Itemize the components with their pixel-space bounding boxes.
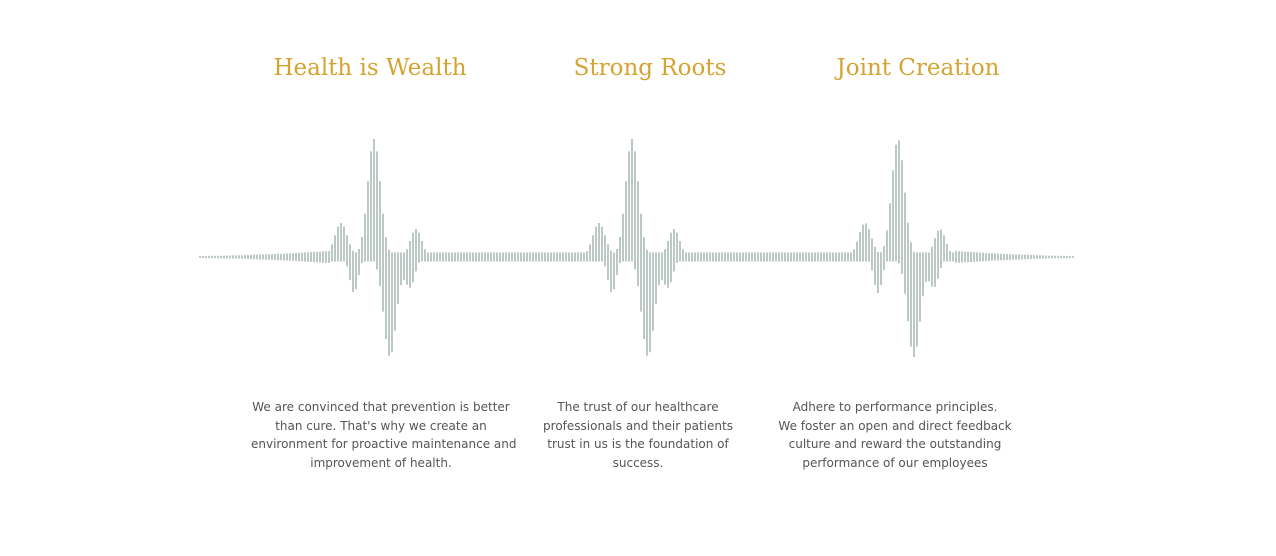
description-line: Adhere to performance principles. [792,400,998,414]
value-description-health: We are convinced that prevention is bett… [251,398,517,472]
description-line: performance of our employees [802,455,988,470]
value-description-creation: Adhere to performance principles. We fos… [765,398,1025,472]
value-description-roots: The trust of our healthcare professional… [508,398,768,472]
value-title-creation: Joint Creation [836,55,1000,81]
description-line: The trust of our healthcare [557,400,719,414]
description-line: We are convinced that prevention is bett… [252,400,510,414]
value-title-health: Health is Wealth [273,55,467,81]
description-line: trust in us is the foundation of [547,437,729,451]
description-line: We foster an open and direct feedback [778,418,1012,433]
description-line: than cure. That's why we create an [275,418,487,433]
description-line: improvement of health. [310,455,452,470]
description-line: success. [612,455,664,470]
value-title-roots: Strong Roots [573,55,727,81]
description-line: environment for proactive maintenance an… [251,437,517,451]
description-line: professionals and their patients [543,418,733,433]
description-line: culture and reward the outstanding [788,437,1002,451]
